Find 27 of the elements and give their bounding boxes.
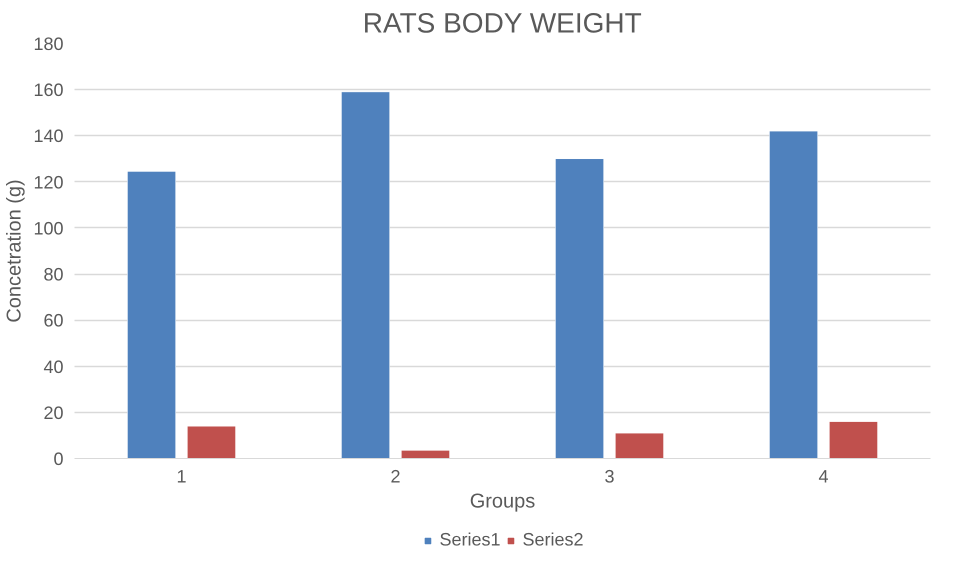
bar [615, 432, 664, 458]
y-tick-label: 0 [53, 449, 64, 469]
y-axis-title: Concetration (g) [3, 179, 26, 323]
y-tick-label: 100 [33, 218, 64, 238]
bar [769, 130, 818, 458]
legend-label: Series1 [439, 530, 500, 550]
y-tick-label: 80 [43, 264, 64, 285]
y-tick-label: 20 [43, 402, 64, 423]
bar [127, 171, 176, 458]
x-tick-label: 2 [390, 466, 401, 486]
bar [555, 158, 604, 458]
bar [829, 421, 878, 458]
y-tick-label: 60 [43, 310, 64, 331]
bar [401, 450, 450, 458]
x-tick-label: 1 [176, 466, 187, 486]
y-tick-label: 160 [33, 80, 64, 100]
bar [341, 92, 390, 458]
chart-title: RATS BODY WEIGHT [362, 8, 642, 38]
x-tick-label: 3 [604, 466, 615, 486]
y-tick-label: 40 [43, 356, 64, 377]
legend-label: Series2 [522, 530, 584, 550]
x-tick-label: 4 [818, 466, 829, 486]
x-axis-title: Groups [470, 490, 536, 512]
y-tick-label: 140 [33, 126, 64, 146]
y-tick-label: 120 [33, 172, 64, 192]
bar [187, 426, 236, 458]
y-tick-label: 180 [33, 34, 64, 54]
